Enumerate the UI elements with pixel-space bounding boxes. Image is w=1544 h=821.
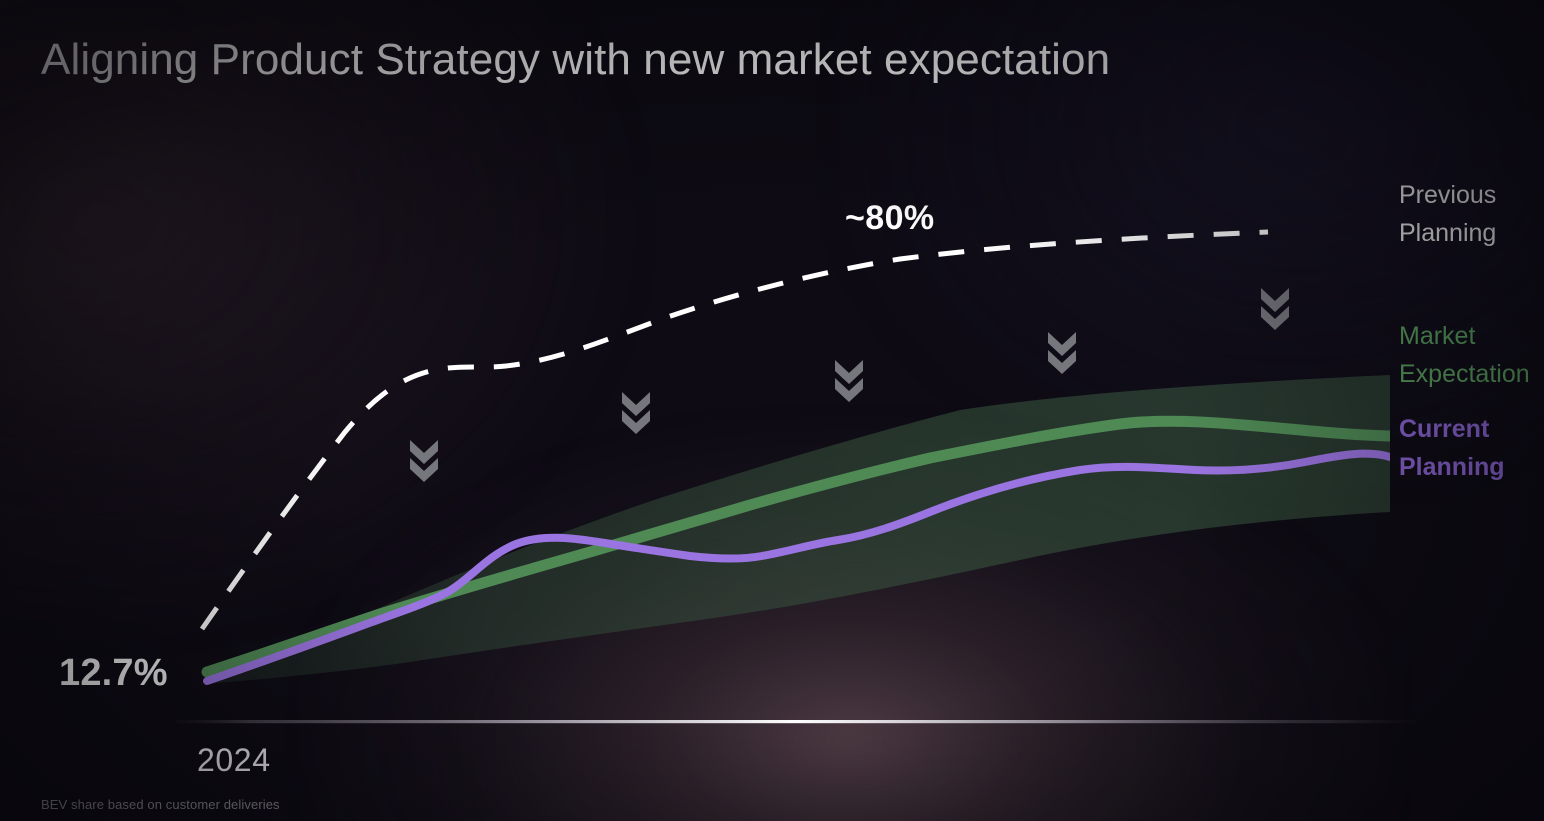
chevron-double-down-icon — [1048, 332, 1076, 374]
legend-label-line1: Market — [1399, 322, 1476, 350]
legend-label-line2: Expectation — [1399, 360, 1530, 388]
legend-item-market-expectation[interactable]: Market Expectation — [1399, 317, 1530, 393]
legend-label-line1: Previous — [1399, 181, 1497, 209]
legend-label-line1: Current — [1399, 415, 1490, 443]
chevron-double-down-icon — [622, 392, 650, 434]
chevron-double-down-icon — [835, 360, 863, 402]
x-axis-line — [175, 720, 1417, 724]
legend-item-previous-planning[interactable]: Previous Planning — [1399, 176, 1496, 252]
chevron-double-down-icon — [410, 440, 438, 482]
peak-annotation-label: ~80% — [845, 199, 935, 237]
x-axis-tick-label: 2024 — [197, 742, 271, 778]
footnote-text: BEV share based on customer deliveries — [41, 797, 280, 812]
start-value-annotation: 12.7% — [59, 652, 168, 694]
legend-label-line2: Planning — [1399, 453, 1505, 481]
legend-item-current-planning[interactable]: Current Planning — [1399, 410, 1505, 486]
chevron-double-down-icon — [1261, 288, 1289, 330]
legend-label-line2: Planning — [1399, 219, 1497, 247]
